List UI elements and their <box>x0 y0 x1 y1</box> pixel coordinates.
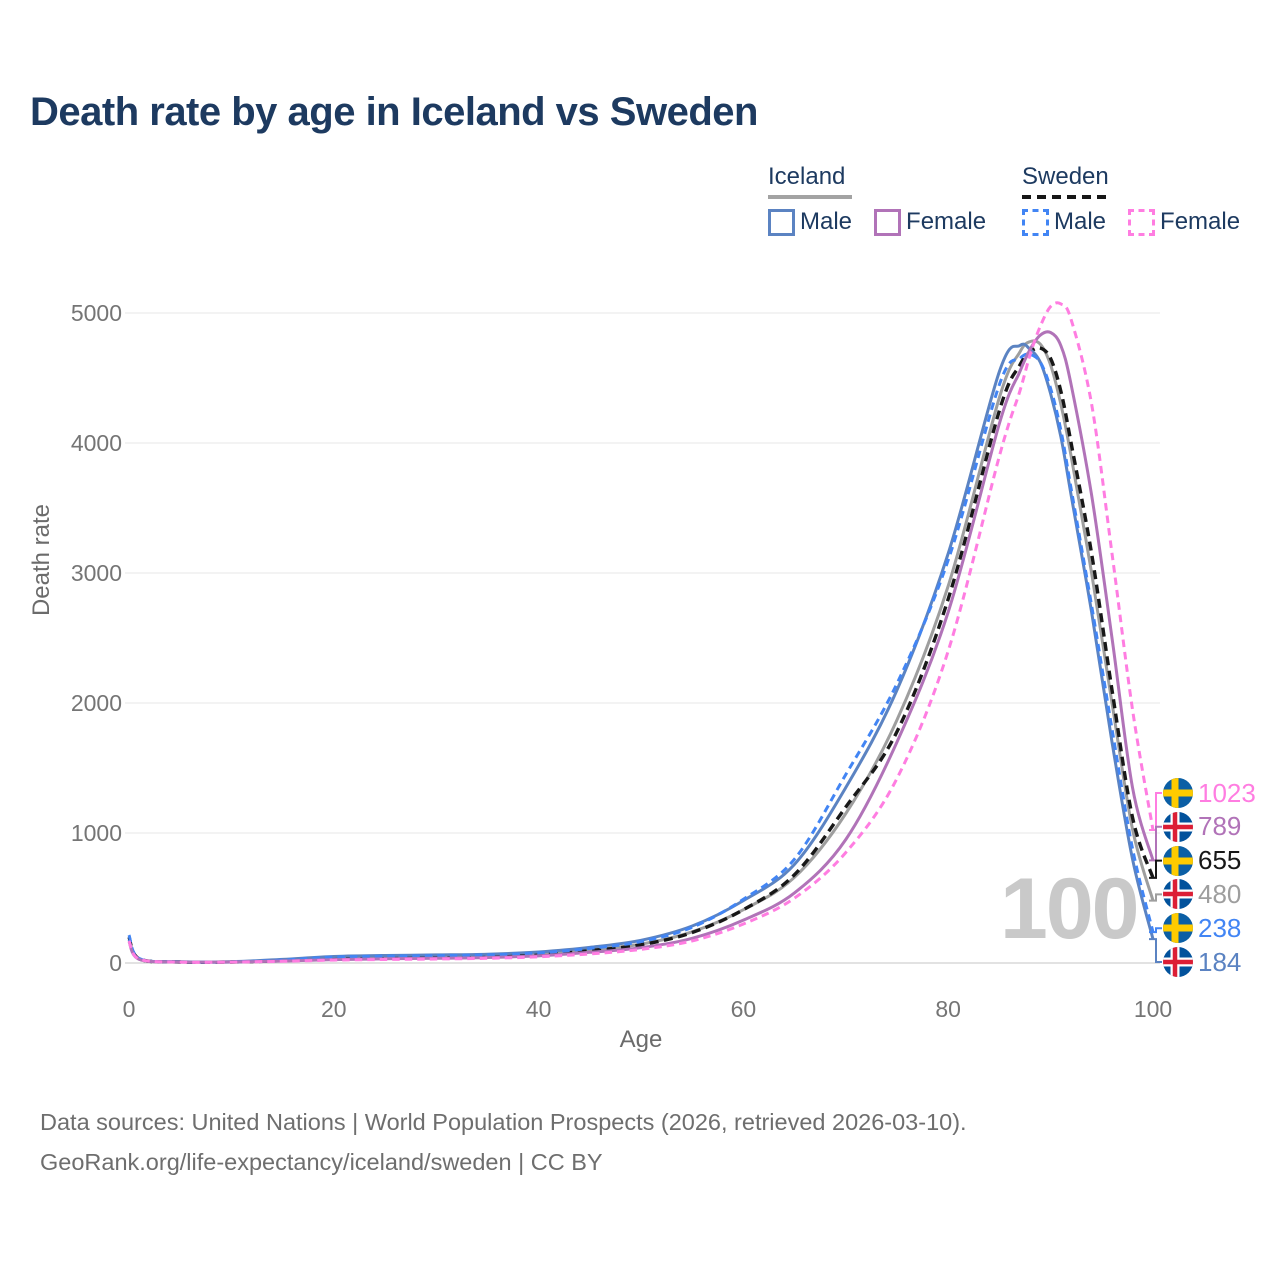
x-tick-label: 80 <box>935 996 961 1022</box>
end-label-value: 655 <box>1198 845 1242 876</box>
legend-item-label: Male <box>1054 208 1107 235</box>
legend-item-label: Male <box>800 208 853 235</box>
sweden-flag-icon <box>1163 913 1193 944</box>
legend-items-iceland: Male Female <box>768 208 1008 236</box>
end-label-value: 184 <box>1198 946 1242 977</box>
iceland-flag-icon <box>1163 879 1193 910</box>
end-label-iceland_female: 789 <box>1163 811 1241 843</box>
sweden-flag-icon <box>1163 778 1193 808</box>
legend-item-iceland-male[interactable]: Male <box>768 208 852 236</box>
x-tick-label: 0 <box>122 996 136 1022</box>
end-label-sweden_all: 655 <box>1163 845 1241 877</box>
x-tick-label: 40 <box>525 996 552 1022</box>
end-label-value: 480 <box>1198 878 1242 909</box>
end-label-iceland_all: 480 <box>1163 878 1241 910</box>
footer-data-sources: Data sources: United Nations | World Pop… <box>40 1109 967 1135</box>
legend-item-label: Female <box>1160 208 1241 235</box>
legend-group-iceland: Iceland Male Female <box>768 163 1008 236</box>
legend-item-label: Female <box>906 208 987 235</box>
footer-attribution: GeoRank.org/life-expectancy/iceland/swed… <box>40 1149 603 1175</box>
end-label-leader-sweden_female <box>1149 792 1162 831</box>
sweden-female-swatch-icon <box>1128 208 1156 236</box>
sweden-male-swatch-icon <box>1022 208 1049 236</box>
end-label-leader-iceland_female <box>1149 825 1162 862</box>
page-title: Death rate by age in Iceland vs Sweden <box>30 90 758 134</box>
iceland-female-swatch-icon <box>874 208 902 236</box>
legend-group-sweden: Sweden Male Female <box>1022 163 1262 236</box>
end-label-leader-sweden_male <box>1149 927 1162 934</box>
legend-country-label-sweden: Sweden <box>1022 163 1109 190</box>
end-label-value: 1023 <box>1198 777 1256 808</box>
iceland-flag-icon <box>1163 811 1193 842</box>
end-label-iceland_male: 184 <box>1163 946 1241 978</box>
iceland-male-swatch-icon <box>768 208 795 236</box>
y-tick-label: 4000 <box>70 430 122 456</box>
footer: Data sources: United Nations | World Pop… <box>40 1102 967 1182</box>
legend-item-sweden-female[interactable]: Female <box>1128 208 1240 236</box>
legend-items-sweden: Male Female <box>1022 208 1262 236</box>
end-label-leader-iceland_all <box>1149 893 1162 902</box>
legend-item-iceland-female[interactable]: Female <box>874 208 986 236</box>
end-label-sweden_male: 238 <box>1163 912 1241 944</box>
end-label-sweden_female: 1023 <box>1163 777 1256 809</box>
legend-underline-iceland <box>768 195 852 199</box>
legend-country-label-iceland: Iceland <box>768 163 846 190</box>
end-label-value: 789 <box>1198 811 1242 842</box>
sweden-flag-icon <box>1163 845 1193 876</box>
x-tick-label: 20 <box>321 996 347 1022</box>
y-tick-label: 5000 <box>70 300 122 326</box>
legend-underline-sweden <box>1022 195 1112 199</box>
x-axis-title: Age <box>619 1026 663 1053</box>
legend-item-sweden-male[interactable]: Male <box>1022 208 1106 236</box>
y-tick-label: 2000 <box>70 690 122 716</box>
end-label-value: 238 <box>1198 912 1242 943</box>
end-label-leader-iceland_male <box>1149 938 1162 963</box>
age-watermark: 100 <box>1000 861 1140 957</box>
x-tick-label: 100 <box>1133 996 1173 1022</box>
y-tick-label: 3000 <box>70 560 122 586</box>
iceland-flag-icon <box>1163 947 1193 977</box>
x-tick-label: 60 <box>730 996 757 1022</box>
end-label-leader-sweden_all <box>1149 859 1162 879</box>
y-tick-label: 0 <box>109 950 122 976</box>
y-tick-label: 1000 <box>70 820 122 846</box>
